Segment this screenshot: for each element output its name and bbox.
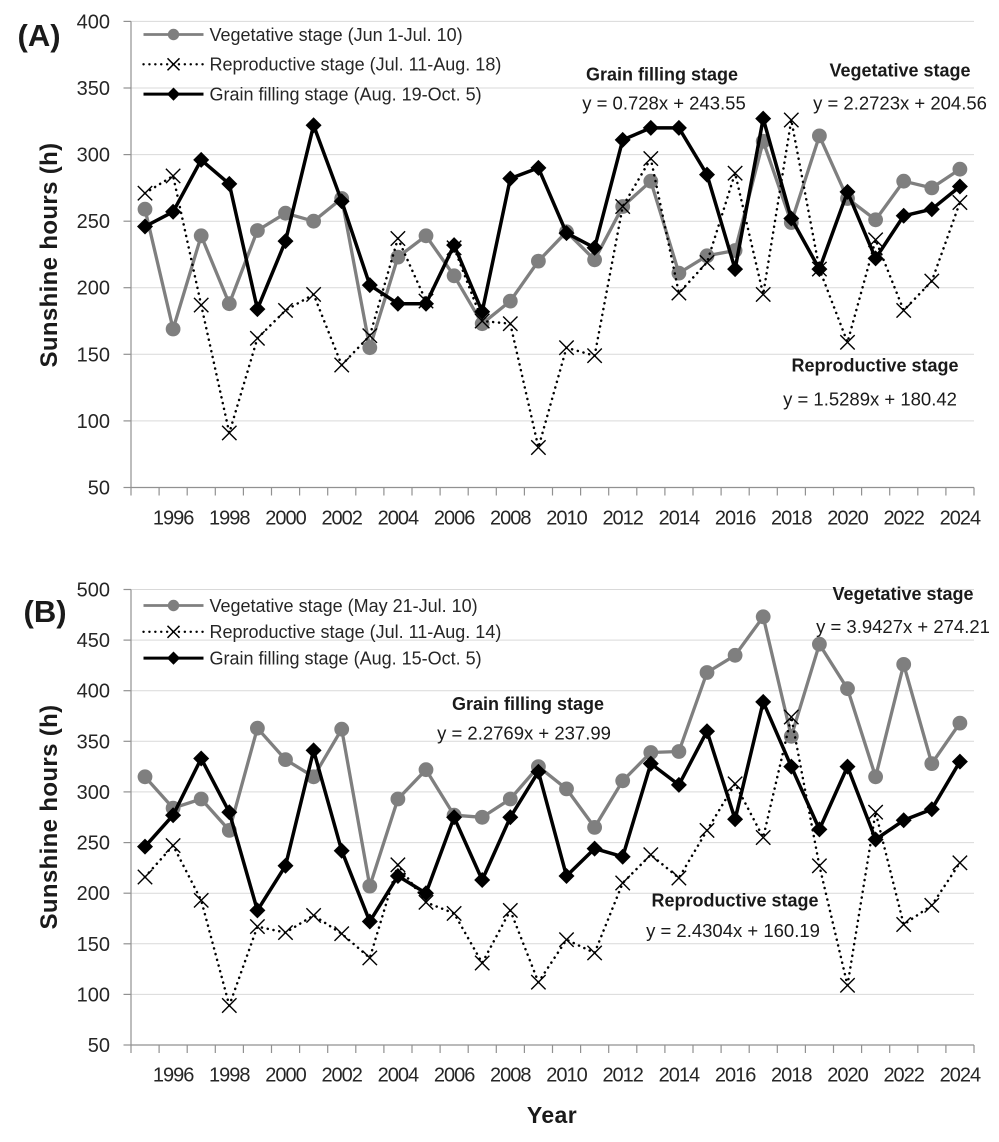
svg-text:50: 50: [88, 478, 110, 500]
svg-text:y = 1.5289x + 180.42: y = 1.5289x + 180.42: [783, 389, 957, 410]
svg-text:Grain filling stage: Grain filling stage: [586, 65, 738, 85]
svg-text:50: 50: [88, 1035, 110, 1057]
svg-text:2024: 2024: [940, 508, 981, 530]
svg-text:2020: 2020: [827, 1065, 868, 1087]
svg-text:Reproductive stage (Jul. 11-Au: Reproductive stage (Jul. 11-Aug. 14): [210, 622, 502, 642]
svg-text:2014: 2014: [659, 508, 700, 530]
svg-text:300: 300: [77, 145, 110, 167]
svg-text:Vegetative stage: Vegetative stage: [832, 584, 973, 604]
svg-text:Year: Year: [527, 1102, 577, 1128]
svg-text:Grain filling stage: Grain filling stage: [452, 694, 604, 714]
svg-text:Reproductive stage: Reproductive stage: [651, 891, 818, 911]
svg-text:Grain filling stage (Aug. 15-O: Grain filling stage (Aug. 15-Oct. 5): [210, 649, 482, 669]
svg-text:2022: 2022: [883, 508, 924, 530]
svg-text:Vegetative stage: Vegetative stage: [829, 61, 970, 81]
svg-text:Grain filling stage (Aug. 19-O: Grain filling stage (Aug. 19-Oct. 5): [210, 85, 482, 105]
svg-text:1998: 1998: [209, 508, 250, 530]
svg-text:2004: 2004: [378, 508, 419, 530]
svg-text:2024: 2024: [940, 1065, 981, 1087]
svg-text:2012: 2012: [602, 508, 643, 530]
svg-text:2000: 2000: [265, 508, 306, 530]
svg-text:(B): (B): [24, 594, 67, 629]
svg-text:(A): (A): [18, 18, 61, 53]
svg-text:2010: 2010: [546, 508, 587, 530]
svg-text:y = 2.2723x + 204.56: y = 2.2723x + 204.56: [813, 93, 987, 114]
svg-text:300: 300: [77, 782, 110, 804]
svg-text:2012: 2012: [602, 1065, 643, 1087]
svg-text:2000: 2000: [265, 1065, 306, 1087]
svg-text:2002: 2002: [321, 1065, 362, 1087]
svg-text:500: 500: [77, 580, 110, 602]
svg-text:y = 2.2769x + 237.99: y = 2.2769x + 237.99: [437, 723, 611, 744]
svg-text:2002: 2002: [321, 508, 362, 530]
svg-text:200: 200: [77, 883, 110, 905]
svg-text:2018: 2018: [771, 1065, 812, 1087]
svg-text:1996: 1996: [153, 508, 194, 530]
svg-text:Reproductive stage: Reproductive stage: [791, 356, 958, 376]
svg-text:2014: 2014: [659, 1065, 700, 1087]
svg-text:100: 100: [77, 984, 110, 1006]
svg-text:y = 2.4304x + 160.19: y = 2.4304x + 160.19: [646, 920, 820, 941]
svg-text:350: 350: [77, 731, 110, 753]
svg-text:Vegetative stage (May 21-Jul.: Vegetative stage (May 21-Jul. 10): [210, 596, 478, 616]
svg-text:2004: 2004: [378, 1065, 419, 1087]
svg-text:450: 450: [77, 630, 110, 652]
svg-text:2018: 2018: [771, 508, 812, 530]
svg-text:150: 150: [77, 934, 110, 956]
svg-text:y = 3.9427x + 274.21: y = 3.9427x + 274.21: [816, 616, 990, 637]
svg-text:1998: 1998: [209, 1065, 250, 1087]
svg-text:400: 400: [77, 11, 110, 33]
svg-text:2020: 2020: [827, 508, 868, 530]
svg-text:Reproductive stage (Jul. 11-Au: Reproductive stage (Jul. 11-Aug. 18): [210, 55, 502, 75]
svg-text:2008: 2008: [490, 508, 531, 530]
svg-text:100: 100: [77, 411, 110, 433]
svg-text:Vegetative stage (Jun 1-Jul. 1: Vegetative stage (Jun 1-Jul. 10): [210, 25, 463, 45]
svg-text:2008: 2008: [490, 1065, 531, 1087]
svg-text:2016: 2016: [715, 508, 756, 530]
svg-text:1996: 1996: [153, 1065, 194, 1087]
svg-text:250: 250: [77, 833, 110, 855]
svg-text:Sunshine hours (h): Sunshine hours (h): [36, 143, 63, 368]
svg-text:150: 150: [77, 344, 110, 366]
svg-text:2010: 2010: [546, 1065, 587, 1087]
svg-text:250: 250: [77, 211, 110, 233]
svg-text:Sunshine hours (h): Sunshine hours (h): [36, 705, 63, 930]
svg-text:y = 0.728x + 243.55: y = 0.728x + 243.55: [582, 93, 746, 114]
svg-text:400: 400: [77, 681, 110, 703]
svg-text:2016: 2016: [715, 1065, 756, 1087]
svg-text:2006: 2006: [434, 508, 475, 530]
svg-text:200: 200: [77, 278, 110, 300]
svg-text:2022: 2022: [883, 1065, 924, 1087]
svg-text:2006: 2006: [434, 1065, 475, 1087]
svg-text:350: 350: [77, 78, 110, 100]
